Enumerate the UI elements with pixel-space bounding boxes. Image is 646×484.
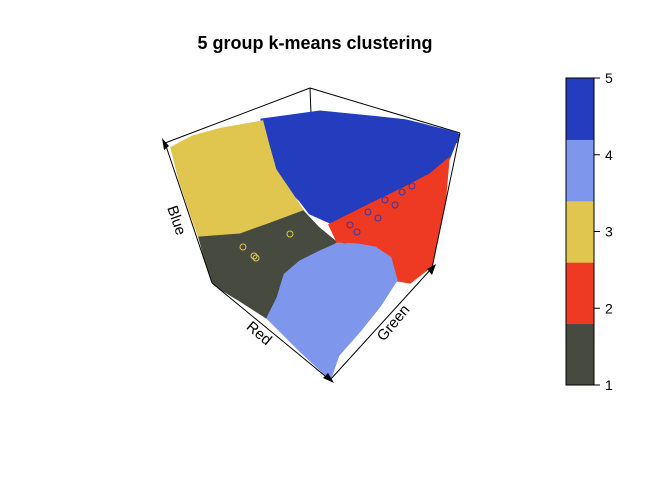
colorbar-segment-1 <box>566 323 594 386</box>
point-marker-cluster-5 <box>441 136 449 144</box>
colorbar: 1 2 3 4 5 <box>565 70 613 393</box>
axis-arrows <box>162 138 436 383</box>
frame-edge-bottom-left <box>211 282 331 381</box>
y-axis-arrow <box>427 264 436 275</box>
x-axis-label: Red <box>243 318 275 349</box>
point-marker-cluster-3 <box>286 230 294 238</box>
point-marker-cluster-3 <box>239 243 247 251</box>
frame-edge-right <box>431 132 461 269</box>
colorbar-tick-label-3: 3 <box>605 224 613 240</box>
cube-front-frame <box>164 132 461 381</box>
point-marker-cluster-2 <box>386 218 394 226</box>
point-marker-cluster-5 <box>374 214 382 222</box>
z-axis-arrow <box>162 138 169 150</box>
point-marker-cluster-5 <box>414 171 422 179</box>
x-axis-arrow <box>323 373 334 383</box>
point-marker-cluster-3 <box>252 254 260 262</box>
point-marker-cluster-5 <box>398 188 406 196</box>
cluster-4-region <box>266 242 398 380</box>
point-marker-cluster-5 <box>391 201 399 209</box>
point-marker-cluster-5 <box>364 208 372 216</box>
point-marker-cluster-5 <box>431 148 439 156</box>
point-marker-cluster-5 <box>444 143 452 151</box>
colorbar-segment-3 <box>566 200 594 263</box>
point-marker-cluster-5 <box>346 221 354 229</box>
colorbar-tick-label-5: 5 <box>605 70 613 86</box>
colorbar-tick-label-1: 1 <box>605 377 613 393</box>
point-cloud <box>170 110 460 380</box>
point-marker-cluster-2 <box>341 236 349 244</box>
frame-edge-back-right <box>309 87 461 134</box>
z-axis-label: Blue <box>163 204 189 238</box>
point-marker-cluster-5 <box>436 144 444 152</box>
point-marker-cluster-5 <box>381 196 389 204</box>
frame-edge-bottom-right <box>329 267 433 381</box>
y-axis-label: Green <box>374 302 414 345</box>
frame-edge-left <box>164 142 213 284</box>
point-marker-cluster-5 <box>451 136 459 144</box>
colorbar-segment-2 <box>566 262 594 325</box>
point-marker-cluster-2 <box>401 208 409 216</box>
point-marker-cluster-2 <box>356 234 364 242</box>
colorbar-tick-label-2: 2 <box>605 300 613 316</box>
colorbar-segment-4 <box>566 139 594 202</box>
cluster-3-region <box>170 120 305 240</box>
point-marker-cluster-3 <box>250 252 258 260</box>
point-marker-cluster-5 <box>408 182 416 190</box>
cluster-2-region <box>328 156 450 284</box>
point-marker-cluster-2 <box>368 226 376 234</box>
point-marker-cluster-5 <box>353 228 361 236</box>
colorbar-segment-5 <box>566 78 594 140</box>
frame-edge-back-left <box>164 87 311 144</box>
colorbar-tick-label-4: 4 <box>605 147 613 163</box>
chart-title: 5 group k-means clustering <box>197 33 432 53</box>
point-marker-cluster-5 <box>426 156 434 164</box>
